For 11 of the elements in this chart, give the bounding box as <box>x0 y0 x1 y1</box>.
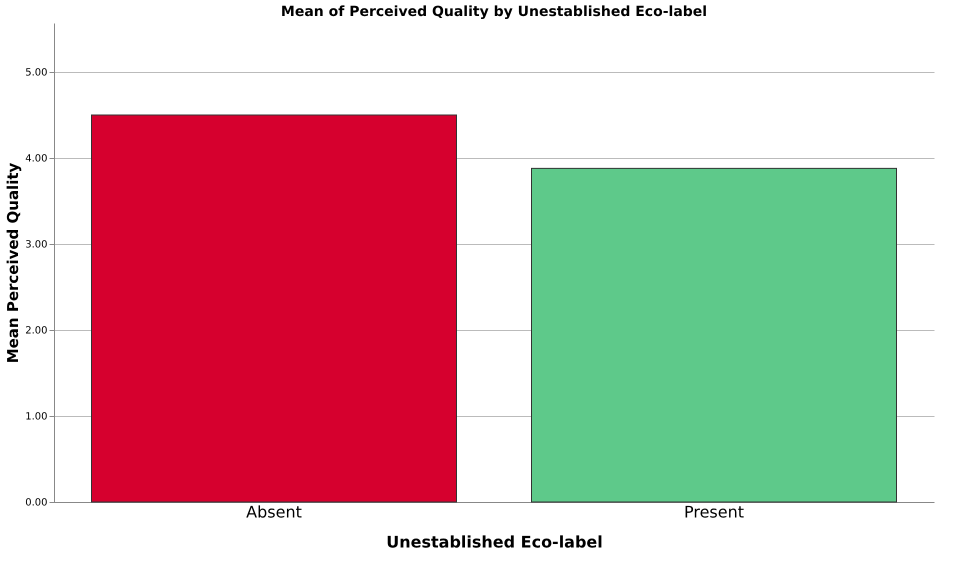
y-tick-label: 1.00 <box>25 412 48 423</box>
y-tick-label: 0.00 <box>25 498 48 508</box>
y-tick-label: 2.00 <box>25 326 48 337</box>
y-tick-label: 5.00 <box>25 68 48 79</box>
x-axis-title: Unestablished Eco-label <box>386 532 603 552</box>
y-tick-label: 3.00 <box>25 240 48 251</box>
x-tick-label: Present <box>684 502 744 522</box>
x-tick-label: Absent <box>246 502 302 522</box>
y-tick-label: 4.00 <box>25 154 48 165</box>
y-axis-title: Mean Perceived Quality <box>4 162 22 364</box>
chart-title: Mean of Perceived Quality by Unestablished Eco-label <box>280 4 708 20</box>
